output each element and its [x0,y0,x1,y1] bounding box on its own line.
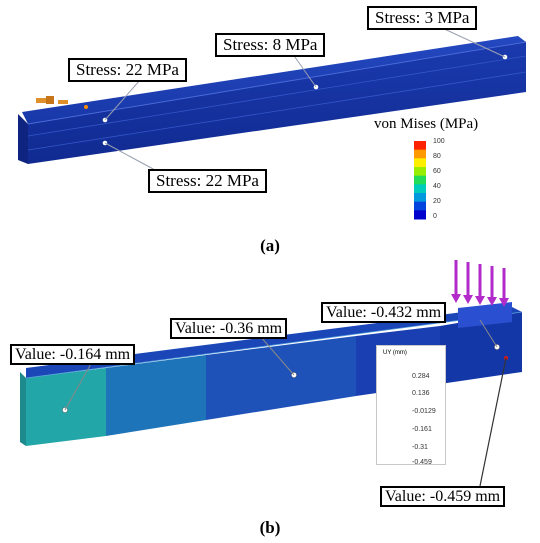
legend-title-a: von Mises (MPa) [374,116,479,132]
panel-a: Stress: 3 MPa Stress: 8 MPa Stress: 22 M… [0,0,540,255]
panel-b: Value: -0.164 mm Value: -0.36 mm Value: … [0,250,540,543]
beam-end-left [20,372,26,446]
beam-end-face [18,114,28,164]
value-callout-459: Value: -0.459 mm [380,486,506,507]
value-callout-36: Value: -0.36 mm [170,318,288,339]
leader-line [479,319,498,348]
load-arrow-head [463,295,473,304]
legend-tick: -0.0129 [412,408,436,415]
legend-tick: -0.31 [412,444,428,451]
value-callout-432: Value: -0.432 mm [321,302,447,323]
legend-tick: 20 [433,198,441,205]
legend-a-swatch [414,210,426,220]
beam-top-face [22,36,526,124]
caption-b: (b) [259,518,281,537]
leader-line [104,142,156,171]
load-block [458,302,512,328]
legend-tick: 0 [433,213,437,220]
beam-segment-5 [440,312,522,384]
load-arrow-head [451,294,461,303]
legend-a-swatch [414,149,426,159]
legend-a-swatch [414,193,426,203]
legend-a-swatch [414,184,426,194]
legend-tick: 0.284 [412,373,430,380]
legend-a-swatch [414,141,426,151]
displacement-beam-figure [20,260,523,487]
stress-callout-3: Stress: 3 MPa [367,6,478,30]
load-arrows-icon [451,260,509,307]
leader-line [439,26,506,58]
legend-tick: 60 [433,168,441,175]
stress-callout-22-top: Stress: 22 MPa [68,58,187,82]
leader-line [259,335,295,376]
beam-front-face [28,42,526,164]
legend-a-swatch [414,158,426,168]
leader-line [104,79,141,121]
stress-callout-22-bottom: Stress: 22 MPa [148,169,267,193]
caption-a: (a) [260,236,280,255]
legend-tick: 0.136 [412,390,430,397]
legend-tick: -0.459 [412,459,432,466]
legend-a-swatch [414,175,426,185]
legend-a-swatch [414,167,426,177]
beam-segment-3 [206,336,356,420]
legend-tick: 100 [433,138,445,145]
legend-box-b [376,345,446,465]
value-callout-164: Value: -0.164 mm [10,344,136,365]
load-arrow-head [499,298,509,307]
load-arrow-head [475,296,485,305]
legend-a-swatch [414,201,426,211]
legend-colorbar-a [414,141,426,220]
legend-tick: 80 [433,153,441,160]
leader-line [64,361,93,411]
legend-tick: -0.161 [412,426,432,433]
load-arrow-head [487,297,497,306]
stress-callout-8: Stress: 8 MPa [215,33,326,57]
legend-tick: 40 [433,183,441,190]
beam-segment-2 [106,355,206,436]
beam-top-face [26,306,522,378]
beam-segment-1 [26,368,106,446]
support-clamp-icon [36,96,88,109]
legend-title-b: UY (mm) [383,350,407,356]
leader-line [479,357,507,487]
stress-beam-figure [18,26,527,220]
